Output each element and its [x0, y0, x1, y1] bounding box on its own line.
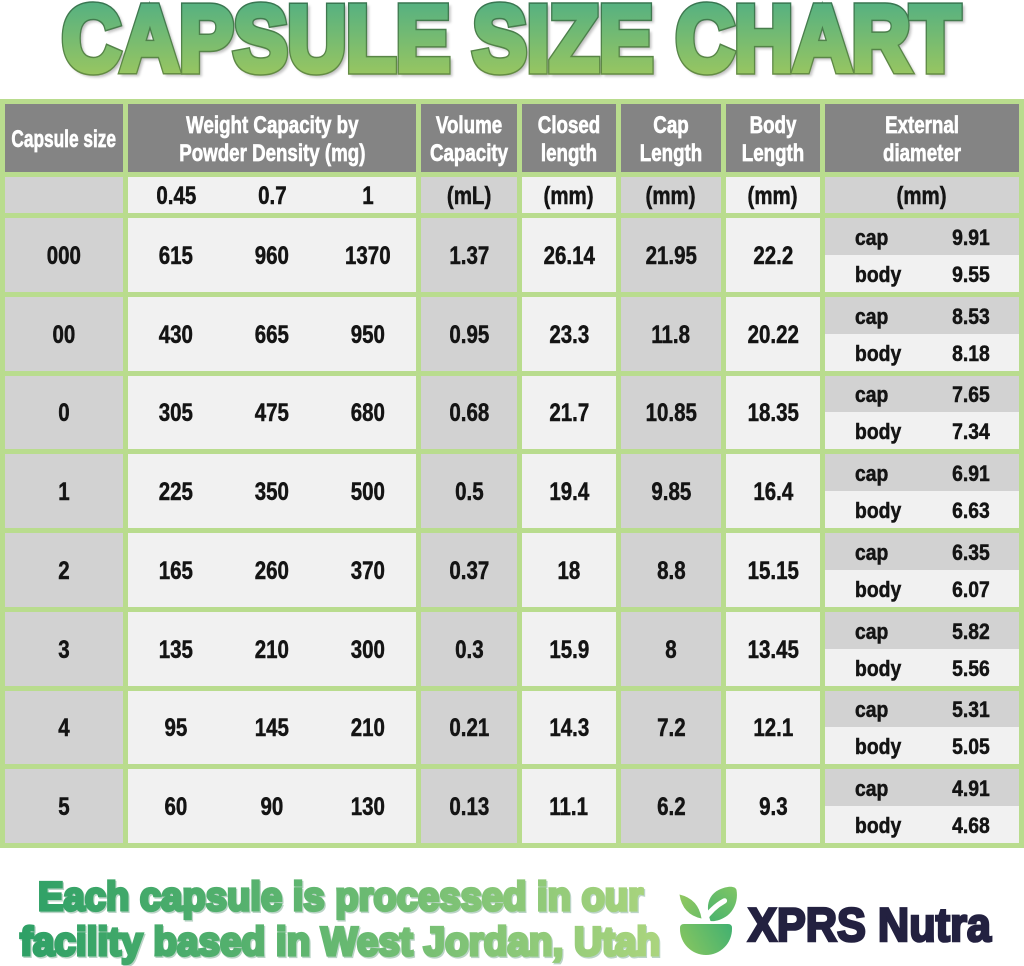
svg-text:facility based in West Jordan,: facility based in West Jordan, Utah	[21, 922, 661, 966]
svg-text:XPRS Nutra: XPRS Nutra	[748, 898, 992, 951]
svg-text:CAPSULE SIZE CHART: CAPSULE SIZE CHART	[62, 0, 960, 91]
svg-text:CAPSULE SIZE CHART: CAPSULE SIZE CHART	[62, 0, 960, 91]
svg-text:facility based in West Jordan,: facility based in West Jordan, Utah	[20, 920, 660, 964]
svg-text:Each capsule is processed in o: Each capsule is processed in our	[38, 875, 643, 919]
svg-text:Each capsule is processed in o: Each capsule is processed in our	[39, 877, 644, 921]
svg-text:CAPSULE SIZE CHART: CAPSULE SIZE CHART	[65, 0, 963, 93]
